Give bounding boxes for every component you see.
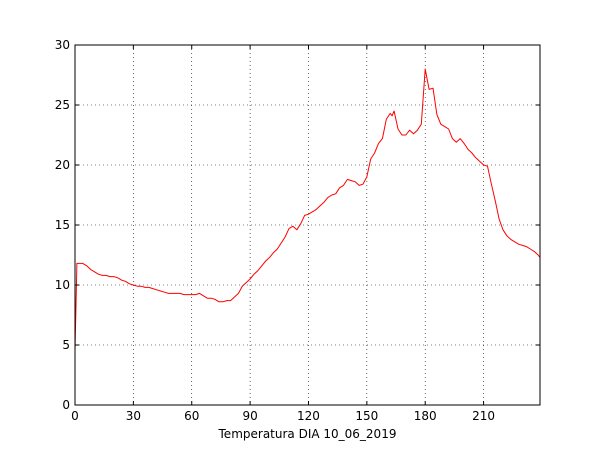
y-tick-label: 25 xyxy=(55,98,70,112)
y-tick-label: 15 xyxy=(55,218,70,232)
y-tick-label: 20 xyxy=(55,158,70,172)
x-tick-label: 90 xyxy=(242,409,257,423)
y-tick-label: 30 xyxy=(55,38,70,52)
x-tick-label: 60 xyxy=(184,409,199,423)
x-tick-label: 150 xyxy=(355,409,378,423)
x-tick-label: 30 xyxy=(126,409,141,423)
x-tick-label: 0 xyxy=(71,409,79,423)
x-axis-label: Temperatura DIA 10_06_2019 xyxy=(218,427,397,441)
ticks: 0 30 60 90 120 150 180 210 0 5 10 15 20 25 30 xyxy=(55,38,540,423)
x-tick-label: 120 xyxy=(297,409,320,423)
series-layer xyxy=(74,68,541,352)
y-tick-label: 10 xyxy=(55,278,70,292)
y-tick-label: 5 xyxy=(62,338,70,352)
series-line xyxy=(74,68,541,352)
x-tick-label: 210 xyxy=(472,409,495,423)
x-tick-label: 180 xyxy=(414,409,437,423)
grid xyxy=(74,44,540,406)
y-tick-label: 0 xyxy=(62,398,70,412)
